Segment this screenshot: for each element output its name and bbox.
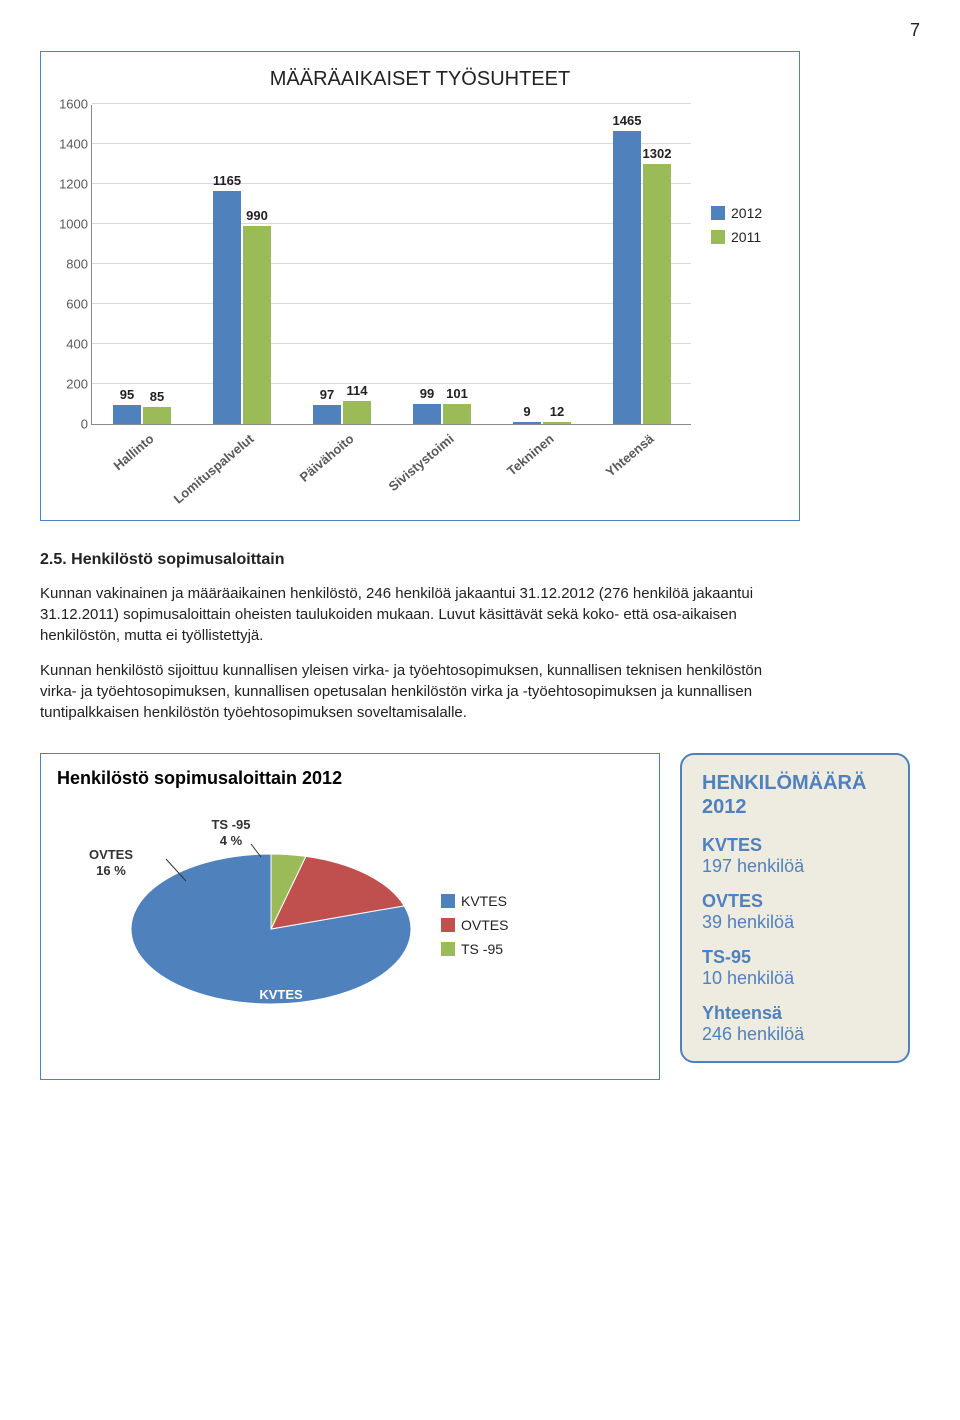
x-axis-label: Päivähoito bbox=[297, 431, 357, 485]
legend-label: OVTES bbox=[461, 917, 508, 933]
bar: 1165 bbox=[213, 191, 241, 424]
bar: 95 bbox=[113, 405, 141, 424]
bar-value-label: 1165 bbox=[213, 173, 241, 188]
bar-value-label: 85 bbox=[150, 389, 164, 404]
legend-label: KVTES bbox=[461, 893, 507, 909]
summary-box: HENKILÖMÄÄRÄ 2012 KVTES197 henkilöä OVTES3… bbox=[680, 753, 910, 1063]
section-heading: 2.5. Henkilöstö sopimusaloittain bbox=[40, 551, 800, 569]
bar-group: 99101 bbox=[392, 404, 492, 424]
bar: 1302 bbox=[643, 164, 671, 424]
y-axis-label: 1200 bbox=[52, 177, 88, 192]
summary-row-label: OVTES bbox=[702, 891, 888, 912]
bar-value-label: 101 bbox=[446, 386, 468, 401]
legend-item: OVTES bbox=[441, 917, 508, 933]
bar-value-label: 97 bbox=[320, 387, 334, 402]
summary-row-label: Yhteensä bbox=[702, 1003, 888, 1024]
gridline bbox=[92, 103, 691, 104]
legend-swatch bbox=[711, 206, 725, 220]
bar-value-label: 990 bbox=[246, 208, 268, 223]
summary-header: HENKILÖMÄÄRÄ 2012 bbox=[702, 771, 888, 819]
legend-item: 2012 bbox=[711, 205, 762, 221]
y-axis-label: 1600 bbox=[52, 97, 88, 112]
legend-swatch bbox=[441, 894, 455, 908]
bar-chart-plot: 0200400600800100012001400160095851165990… bbox=[91, 105, 691, 425]
x-axis-label: Yhteensä bbox=[603, 431, 657, 480]
summary-row-value: 197 henkilöä bbox=[702, 856, 888, 877]
x-axis-label: Hallinto bbox=[110, 431, 156, 473]
bar-chart-container: MÄÄRÄAIKAISET TYÖSUHTEET 0 200 400 600 800 10… bbox=[40, 51, 800, 521]
bar: 97 bbox=[313, 405, 341, 424]
legend-item: KVTES bbox=[441, 893, 508, 909]
bar-chart-legend: 2012 2011 bbox=[691, 105, 762, 515]
pie-chart-container: Henkilöstö sopimusaloittain 2012 KVTES80… bbox=[40, 753, 660, 1080]
x-axis-label: Tekninen bbox=[504, 431, 557, 479]
legend-swatch bbox=[441, 918, 455, 932]
bar-value-label: 1302 bbox=[643, 146, 672, 161]
bar: 990 bbox=[243, 226, 271, 424]
legend-item: TS -95 bbox=[441, 941, 508, 957]
bar: 12 bbox=[543, 422, 571, 424]
pie-slice-label: TS -95 bbox=[211, 817, 250, 832]
legend-item: 2011 bbox=[711, 229, 762, 245]
bar: 114 bbox=[343, 401, 371, 424]
section-paragraph-1: Kunnan vakinainen ja määräaikainen henki… bbox=[40, 583, 800, 646]
bar-value-label: 99 bbox=[420, 386, 434, 401]
bar-group: 912 bbox=[492, 422, 592, 424]
legend-label: 2012 bbox=[731, 205, 762, 221]
pie-slice-label: OVTES bbox=[89, 847, 133, 862]
pie-slice-label: 4 % bbox=[220, 833, 243, 848]
y-axis-label: 600 bbox=[52, 297, 88, 312]
pie-chart-legend: KVTES OVTES TS -95 bbox=[441, 893, 508, 965]
bar: 9 bbox=[513, 422, 541, 424]
y-axis-label: 0 bbox=[52, 417, 88, 432]
y-axis-label: 200 bbox=[52, 377, 88, 392]
legend-label: 2011 bbox=[731, 229, 761, 245]
pie-slice-label: 16 % bbox=[96, 863, 126, 878]
pie-chart-title: Henkilöstö sopimusaloittain 2012 bbox=[57, 768, 649, 789]
bar: 1465 bbox=[613, 131, 641, 424]
y-axis-label: 1400 bbox=[52, 137, 88, 152]
summary-row-value: 10 henkilöä bbox=[702, 968, 888, 989]
bar: 85 bbox=[143, 407, 171, 424]
page-number: 7 bbox=[40, 20, 920, 41]
bar-value-label: 9 bbox=[523, 404, 530, 419]
legend-swatch bbox=[441, 942, 455, 956]
pie-chart-plot: KVTES80 % OVTES16 % TS -954 % bbox=[51, 799, 441, 1059]
bar-value-label: 95 bbox=[120, 387, 134, 402]
x-axis-label: Lomituspalvelut bbox=[171, 431, 257, 507]
y-axis-label: 1000 bbox=[52, 217, 88, 232]
summary-row-label: KVTES bbox=[702, 835, 888, 856]
legend-swatch bbox=[711, 230, 725, 244]
pie-slice-label: KVTES bbox=[259, 987, 303, 1002]
summary-row-value: 39 henkilöä bbox=[702, 912, 888, 933]
y-axis-label: 400 bbox=[52, 337, 88, 352]
bar: 99 bbox=[413, 404, 441, 424]
legend-label: TS -95 bbox=[461, 941, 503, 957]
bar-group: 1165990 bbox=[192, 191, 292, 424]
bar: 101 bbox=[443, 404, 471, 424]
bar-value-label: 1465 bbox=[613, 113, 642, 128]
x-axis-label: Sivistystoimi bbox=[386, 431, 457, 494]
section-body: 2.5. Henkilöstö sopimusaloittain Kunnan … bbox=[40, 551, 800, 723]
pie-slice-label: 80 % bbox=[266, 1003, 296, 1018]
bar-value-label: 114 bbox=[347, 383, 368, 398]
summary-row-value: 246 henkilöä bbox=[702, 1024, 888, 1045]
summary-row-label: TS-95 bbox=[702, 947, 888, 968]
bar-value-label: 12 bbox=[550, 404, 564, 419]
bar-group: 9585 bbox=[92, 405, 192, 424]
bar-group: 14651302 bbox=[592, 131, 692, 424]
y-axis-label: 800 bbox=[52, 257, 88, 272]
bar-chart-x-axis: Hallinto Lomituspalvelut Päivähoito Sivisty… bbox=[91, 425, 691, 515]
bar-chart-title: MÄÄRÄAIKAISET TYÖSUHTEET bbox=[51, 68, 789, 91]
bar-group: 97114 bbox=[292, 401, 392, 424]
section-paragraph-2: Kunnan henkilöstö sijoittuu kunnallisen … bbox=[40, 660, 800, 723]
